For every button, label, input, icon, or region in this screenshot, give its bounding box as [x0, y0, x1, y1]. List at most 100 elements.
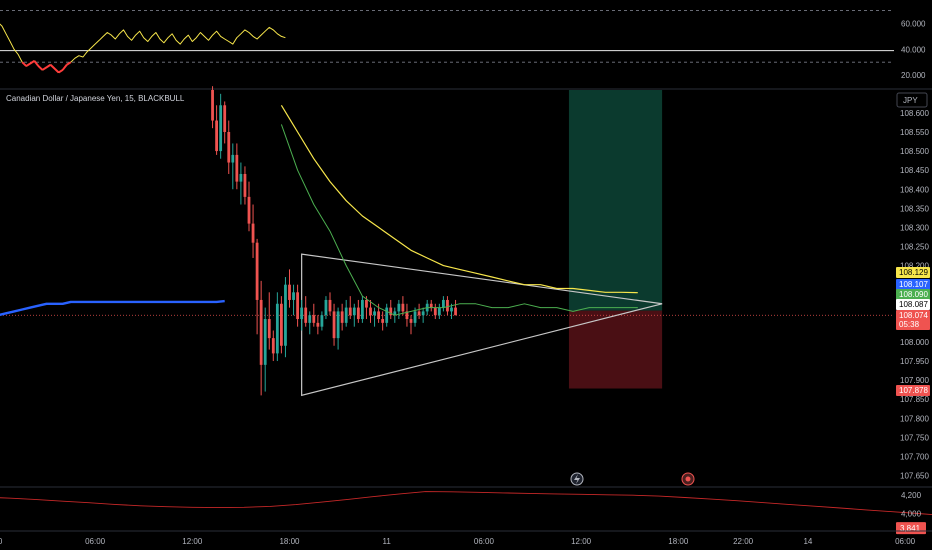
candle-body — [296, 292, 299, 320]
price-tag — [896, 310, 930, 330]
lower-tick-label: 4,200 — [901, 491, 922, 500]
position-stop-zone — [568, 310, 663, 389]
price-tick-label: 107.950 — [900, 357, 929, 366]
chart-title: Canadian Dollar / Japanese Yen, 15, BLAC… — [6, 94, 185, 103]
candle-body — [381, 319, 385, 323]
candle-body — [267, 319, 271, 339]
time-axis: 10 06:00 12:00 18:00 11 06:00 12:00 18:00 22:00 1… — [0, 530, 932, 546]
price-tick-label: 108.300 — [900, 223, 929, 232]
candle-body — [239, 173, 243, 182]
candle-body — [215, 120, 218, 152]
price-tick-label: 108.500 — [900, 147, 929, 156]
lower-current-tag-label: 3,841 — [900, 524, 921, 533]
candle-body — [275, 303, 279, 354]
price-tag-label: 108.074 — [899, 311, 928, 320]
price-tick-label: 108.350 — [900, 204, 929, 213]
currency-button-label: JPY — [903, 96, 918, 105]
position-target-zone — [568, 90, 663, 311]
news-event-icon[interactable] — [681, 472, 695, 486]
price-tick-label: 107.650 — [900, 472, 929, 481]
ma-mid-line — [280, 104, 638, 294]
candle-body — [304, 307, 308, 323]
rsi-line — [0, 23, 286, 73]
price-tick-label: 107.750 — [900, 433, 929, 442]
lower-indicator-pane: 4,200 4,000 3,841 — [0, 486, 932, 535]
price-pane — [0, 86, 894, 397]
candle-body — [231, 154, 235, 163]
rsi-tick-label: 60.000 — [901, 19, 926, 28]
time-tick-label: 14 — [803, 537, 812, 546]
candle-body — [336, 311, 340, 339]
price-tick-label: 108.450 — [900, 166, 929, 175]
price-tick-label: 108.550 — [900, 128, 929, 137]
candle-body — [429, 303, 433, 308]
candle-body — [413, 311, 417, 323]
candle-body — [284, 284, 287, 346]
candle-body — [328, 299, 332, 312]
candle-body — [385, 307, 389, 323]
rsi-tick-label: 20.000 — [901, 71, 926, 80]
candle-body — [324, 299, 328, 316]
rsi-oversold-segment — [21, 61, 27, 67]
candle-body — [393, 311, 397, 316]
currency-button[interactable]: JPY — [896, 92, 928, 108]
rsi-oversold-segment — [37, 65, 44, 71]
candle-body — [348, 307, 352, 316]
candle-body — [227, 131, 231, 163]
ma-fast-line — [280, 124, 638, 316]
alert-icon[interactable] — [570, 472, 584, 486]
candle-body — [377, 311, 380, 320]
price-tag — [896, 385, 930, 396]
rsi-oversold-segment — [33, 60, 40, 67]
candle-body — [344, 307, 348, 323]
price-tick-label: 108.600 — [900, 109, 929, 118]
price-tick-label: 108.000 — [900, 338, 929, 347]
candle-body — [450, 307, 453, 312]
candle-body — [405, 311, 409, 320]
candle-body — [259, 299, 263, 365]
time-tick-label: 18:00 — [668, 537, 689, 546]
price-tick-label: 107.900 — [900, 376, 929, 385]
time-tick-label: 18:00 — [279, 537, 300, 546]
lower-tick-label: 4,000 — [901, 510, 922, 519]
rsi-oversold-segment — [66, 61, 72, 66]
candle-body — [255, 242, 259, 300]
price-axis: 108.600 108.550 108.500 108.450 108.400 108.3… — [896, 109, 930, 481]
candle-body — [300, 307, 304, 320]
candle-body — [223, 105, 227, 132]
price-tag-label: 108.087 — [899, 300, 928, 309]
price-tick-label: 108.250 — [900, 243, 929, 252]
price-tag-label: 108.107 — [899, 280, 928, 289]
candle-body — [437, 307, 441, 316]
rsi-pane: 60.000 40.000 20.000 — [0, 10, 932, 90]
price-tick-label: 107.850 — [900, 395, 929, 404]
rsi-oversold-segment — [29, 60, 35, 65]
candle-body — [320, 315, 324, 327]
candle-body — [308, 315, 312, 323]
price-tag — [896, 279, 930, 290]
time-tick-label: 12:00 — [571, 537, 592, 546]
time-tick-label: 06:00 — [895, 537, 916, 546]
price-tag-label: 108.090 — [899, 290, 928, 299]
candle-body — [332, 311, 336, 339]
lower-indicator-line — [0, 491, 932, 515]
rsi-oversold-segment — [45, 63, 52, 69]
candle-body — [389, 307, 393, 316]
candle-body — [340, 311, 344, 323]
candle-body — [417, 311, 421, 316]
time-tick-label: 06:00 — [85, 537, 106, 546]
ma-slow-line — [0, 299, 225, 316]
price-tick-label: 108.400 — [900, 185, 929, 194]
candle-body — [280, 303, 283, 346]
rsi-oversold-segment — [53, 67, 60, 74]
time-tick-label: 10 — [0, 537, 3, 546]
candle-body — [312, 315, 316, 323]
candle-body — [356, 307, 360, 320]
price-tick-label: 107.700 — [900, 452, 929, 461]
candle-body — [442, 299, 445, 308]
price-tag — [896, 267, 930, 278]
rsi-oversold-segment — [61, 64, 68, 71]
candle-body — [454, 307, 457, 316]
price-tick-label: 107.800 — [900, 414, 929, 423]
